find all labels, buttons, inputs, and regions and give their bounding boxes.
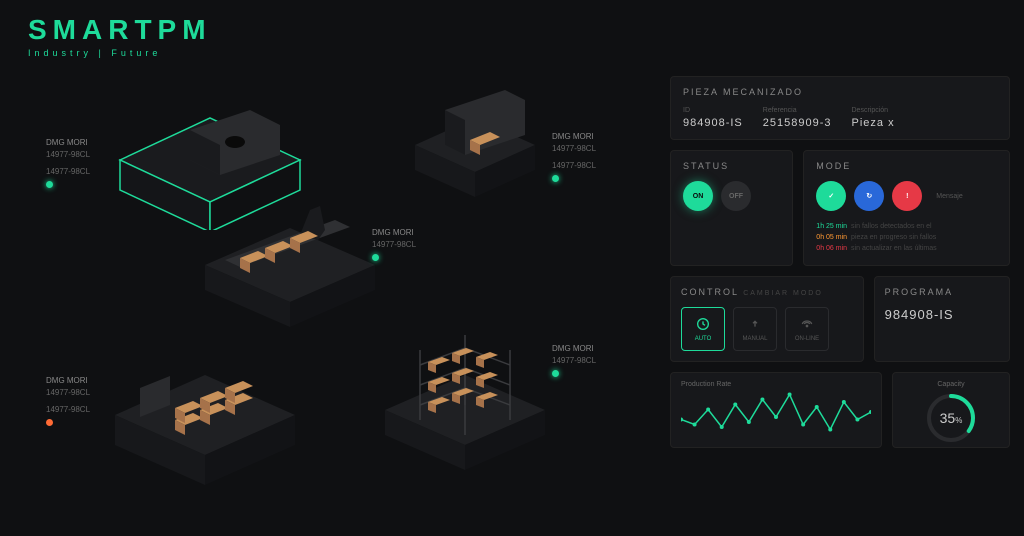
pieza-id-label: ID [683,107,743,114]
control-manual-button[interactable]: MANUAL [733,307,777,351]
machine-label: DMG MORI14977-98CL14977-98CL [552,132,596,184]
mode-title: MODE [816,161,997,171]
machine-cnc-2[interactable] [400,80,550,210]
machine-conveyor[interactable] [190,190,390,340]
status-off-button[interactable]: OFF [721,181,751,211]
pieza-desc-label: Descripción [852,107,895,114]
machine-label: DMG MORI14977-98CL [372,228,416,263]
pieza-title: PIEZA MECANIZADO [683,87,997,97]
capacity-gauge: Capacity 35% [892,372,1010,448]
pieza-id-value: 984908-IS [683,117,743,129]
chart-title: Production Rate [681,381,871,388]
control-auto-button[interactable]: AUTO [681,307,725,351]
brand-logo: SMARTPM Industry | Future [28,14,212,58]
status-card: STATUS ON OFF [670,150,793,266]
gauge-value: 35% [940,410,963,426]
status-title: STATUS [683,161,780,171]
mode-timers: 1h 25 minsin fallos detectados en el0h 0… [816,221,997,255]
control-card: CONTROL CAMBIAR MODO AUTOMANUALON-LINE [670,276,864,362]
machine-label: DMG MORI14977-98CL14977-98CL [46,138,90,190]
brand-name: SMARTPM [28,14,212,46]
gauge-title: Capacity [937,381,964,388]
programa-card: PROGRAMA 984908-IS [874,276,1010,362]
pieza-ref-value: 25158909-3 [763,117,832,129]
programa-title: PROGRAMA [885,287,999,297]
machine-shelving[interactable] [370,320,560,490]
pieza-ref-label: Referencia [763,107,832,114]
production-chart: Production Rate [670,372,882,448]
factory-floor: DMG MORI14977-98CL14977-98CL DMG MORI1497… [0,60,660,536]
pieza-card: PIEZA MECANIZADO ID 984908-IS Referencia 2… [670,76,1010,140]
mode-ok-button[interactable]: ✓ [816,181,846,211]
control-title: CONTROL CAMBIAR MODO [681,287,853,297]
machine-label: DMG MORI14977-98CL [552,344,596,379]
machine-packing[interactable] [100,340,310,490]
machine-label: DMG MORI14977-98CL14977-98CL [46,376,90,428]
mode-sync-button[interactable]: ↻ [854,181,884,211]
pieza-desc-value: Pieza x [852,117,895,129]
status-on-button[interactable]: ON [683,181,713,211]
programa-value: 984908-IS [885,307,999,322]
mode-msg: Mensaje [936,193,962,200]
mode-alert-button[interactable]: ! [892,181,922,211]
mode-card: MODE ✓ ↻ ! Mensaje 1h 25 minsin fallos d… [803,150,1010,266]
brand-tagline: Industry | Future [28,48,212,58]
control-on-line-button[interactable]: ON-LINE [785,307,829,351]
side-panel: PIEZA MECANIZADO ID 984908-IS Referencia 2… [670,76,1010,448]
